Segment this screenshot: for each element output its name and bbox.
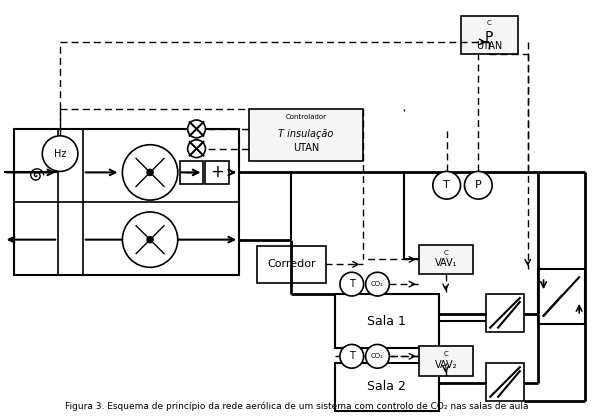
Circle shape [122, 145, 178, 200]
Bar [180, 161, 203, 184]
Text: Sala 1: Sala 1 [368, 315, 406, 328]
Text: UTAN: UTAN [293, 143, 319, 153]
Bar [14, 129, 239, 275]
Bar [257, 246, 326, 283]
Text: VAV₂: VAV₂ [435, 360, 457, 370]
Bar [486, 294, 524, 332]
Bar [419, 347, 473, 376]
Text: T: T [349, 351, 355, 361]
Bar [419, 245, 473, 274]
Circle shape [147, 237, 153, 243]
Circle shape [122, 212, 178, 267]
Text: P: P [475, 180, 482, 190]
Text: +: + [211, 163, 224, 181]
Circle shape [42, 136, 78, 171]
Text: Corredor: Corredor [267, 259, 315, 269]
Text: Figura 3. Esquema de princípio da rede aerólica de um sistema com controlo de CO: Figura 3. Esquema de princípio da rede a… [65, 401, 528, 411]
Circle shape [187, 140, 205, 158]
Circle shape [187, 120, 205, 138]
Text: UTAN: UTAN [476, 41, 502, 51]
Circle shape [366, 272, 390, 296]
Bar [335, 363, 439, 411]
Circle shape [433, 171, 461, 199]
Circle shape [340, 344, 364, 368]
Text: CO₂: CO₂ [371, 281, 384, 287]
Text: T insulação: T insulação [278, 129, 333, 139]
Circle shape [366, 344, 390, 368]
Text: C: C [444, 249, 448, 256]
Bar [538, 269, 585, 324]
Text: Hz: Hz [54, 148, 66, 158]
Text: VAV₁: VAV₁ [435, 259, 457, 269]
Circle shape [340, 272, 364, 296]
Text: Controlador: Controlador [285, 114, 326, 120]
Text: T: T [349, 279, 355, 289]
Bar [486, 363, 524, 401]
Text: P: P [485, 30, 493, 44]
Text: C: C [487, 20, 492, 26]
Bar [461, 16, 518, 54]
Bar [335, 294, 439, 348]
Text: Sala 2: Sala 2 [368, 380, 406, 394]
Bar [205, 161, 229, 184]
Text: C: C [444, 352, 448, 357]
Text: −: − [184, 163, 199, 181]
Circle shape [464, 171, 492, 199]
Circle shape [147, 169, 153, 176]
Text: T: T [444, 180, 450, 190]
Text: CO₂: CO₂ [371, 353, 384, 359]
Bar [249, 109, 363, 161]
